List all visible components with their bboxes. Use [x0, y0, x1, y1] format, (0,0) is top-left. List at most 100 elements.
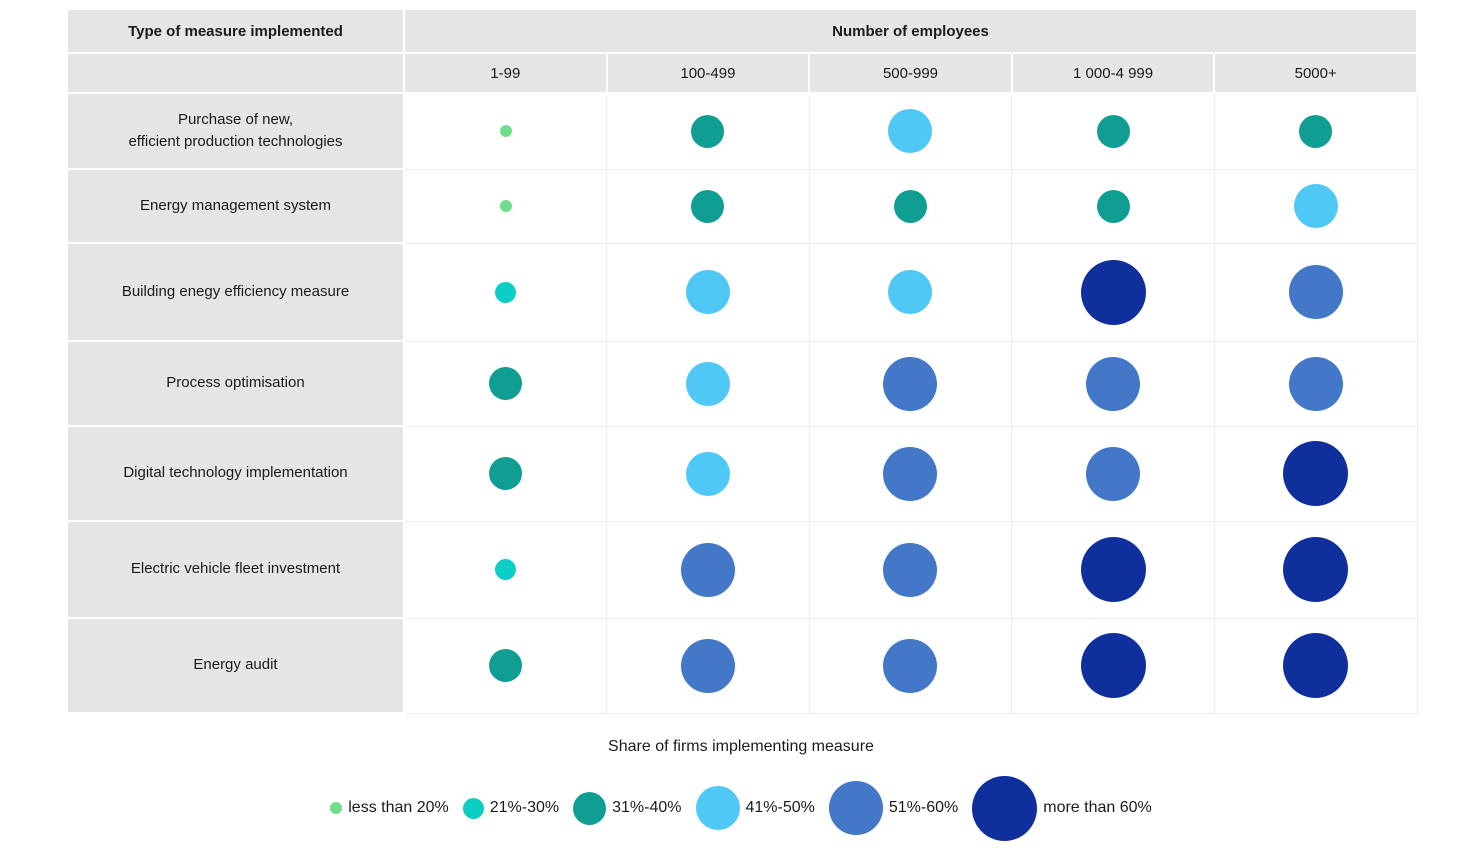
- matrix-cell-r5-c5: [1213, 425, 1418, 522]
- legend-label: 41%-50%: [745, 799, 815, 816]
- matrix-cell-r4-c4: [1011, 340, 1215, 427]
- table-row: Process optimisation: [66, 340, 1418, 427]
- bubble-mark: [883, 356, 938, 411]
- legend: Share of firms implementing measure less…: [66, 712, 1416, 846]
- bubble-mark: [883, 638, 938, 693]
- bubble-mark: [1283, 537, 1349, 602]
- table-row: Digital technology implementation: [66, 425, 1418, 522]
- bubble-mark: [883, 542, 938, 597]
- bubble-mark: [1080, 259, 1146, 325]
- legend-bubble-icon: [330, 802, 343, 814]
- bubble-mark: [1096, 114, 1130, 148]
- matrix-cell-r5-c3: [808, 425, 1013, 522]
- bubble-mark: [489, 367, 523, 400]
- bubble-mark: [883, 446, 938, 501]
- legend-item: more than 60%: [972, 775, 1152, 841]
- legend-item: 21%-30%: [462, 797, 560, 819]
- bubble-mark: [1080, 537, 1146, 602]
- matrix-cell-r4-c3: [808, 340, 1013, 427]
- matrix-cell-r2-c2: [606, 168, 810, 244]
- bubble-mark: [691, 189, 725, 223]
- matrix-cell-r5-c4: [1011, 425, 1215, 522]
- legend-bubble-icon: [695, 786, 740, 830]
- bubble-mark: [1086, 356, 1141, 411]
- legend-item: less than 20%: [330, 799, 449, 817]
- legend-items: less than 20% 21%-30% 31%-40% 41%-50% 51%-60…: [66, 770, 1416, 846]
- matrix-cell-r3-c2: [606, 242, 810, 342]
- legend-title: Share of firms implementing measure: [608, 738, 874, 755]
- matrix-cell-r5-c1: [403, 425, 608, 522]
- matrix-cell-r7-c3: [808, 617, 1013, 714]
- legend-label: less than 20%: [348, 799, 449, 816]
- table-row: Energy management system: [66, 168, 1418, 244]
- matrix-cell-r6-c4: [1011, 520, 1215, 619]
- column-header-5: 5000+: [1213, 52, 1419, 94]
- legend-item: 51%-60%: [828, 781, 958, 835]
- row-group-header: Type of measure implemented: [66, 8, 405, 54]
- legend-item: 41%-50%: [695, 786, 815, 830]
- bubble-mark: [893, 189, 927, 223]
- bubble-mark: [1293, 184, 1338, 228]
- column-group-header: Number of employees: [402, 8, 1419, 54]
- matrix-cell-r4-c1: [403, 340, 608, 427]
- matrix-cell-r4-c5: [1213, 340, 1418, 427]
- bubble-mark: [1299, 114, 1333, 148]
- legend-label: 21%-30%: [489, 799, 560, 816]
- legend-item: 31%-40%: [573, 791, 682, 825]
- row-label: Purchase of new, efficient production te…: [66, 92, 405, 170]
- column-header-1: 1-99: [403, 52, 608, 94]
- matrix-cell-r1-c5: [1213, 92, 1418, 170]
- matrix-cell-r6-c3: [808, 520, 1013, 619]
- matrix-cell-r7-c4: [1011, 617, 1215, 714]
- matrix-cell-r7-c2: [606, 617, 810, 714]
- measures-table: Type of measure implemented Number of em…: [66, 8, 1419, 714]
- bubble-mark: [1288, 265, 1343, 319]
- bubble-mark: [888, 270, 933, 314]
- bubble-mark: [1283, 633, 1349, 698]
- matrix-cell-r7-c5: [1213, 617, 1418, 714]
- matrix-cell-r1-c1: [403, 92, 608, 170]
- matrix-cell-r3-c1: [403, 242, 608, 342]
- bubble-mark: [685, 451, 730, 496]
- bubble-mark: [685, 361, 730, 406]
- matrix-cell-r1-c3: [808, 92, 1013, 170]
- bubble-mark: [489, 457, 523, 490]
- matrix-cell-r2-c4: [1011, 168, 1215, 244]
- bubble-mark: [680, 542, 735, 597]
- matrix-cell-r2-c1: [403, 168, 608, 244]
- matrix-cell-r3-c5: [1213, 242, 1418, 342]
- table-row: Purchase of new, efficient production te…: [66, 92, 1418, 170]
- legend-bubble-icon: [828, 781, 883, 835]
- column-header-3: 500-999: [808, 52, 1013, 94]
- bubble-mark: [495, 281, 517, 303]
- legend-label: more than 60%: [1043, 799, 1152, 816]
- bubble-mark: [1080, 633, 1146, 698]
- legend-bubble-icon: [972, 775, 1038, 841]
- bubble-mark: [499, 125, 512, 138]
- bubble-mark: [1283, 441, 1349, 506]
- table-row: Energy audit: [66, 617, 1418, 714]
- row-label: Process optimisation: [66, 340, 405, 427]
- bubble-mark: [680, 638, 735, 693]
- bubble-mark: [691, 114, 725, 148]
- bubble-mark: [499, 199, 512, 212]
- bubble-mark: [1096, 189, 1130, 223]
- matrix-cell-r2-c3: [808, 168, 1013, 244]
- matrix-cell-r3-c4: [1011, 242, 1215, 342]
- legend-label: 31%-40%: [612, 799, 682, 816]
- matrix-cell-r1-c2: [606, 92, 810, 170]
- legend-bubble-icon: [573, 791, 607, 825]
- row-label: Building enegy efficiency measure: [66, 242, 405, 342]
- matrix-cell-r1-c4: [1011, 92, 1215, 170]
- table-row: Electric vehicle fleet investment: [66, 520, 1418, 619]
- matrix-cell-r3-c3: [808, 242, 1013, 342]
- table-row: Building enegy efficiency measure: [66, 242, 1418, 342]
- matrix-cell-r7-c1: [403, 617, 608, 714]
- legend-bubble-icon: [462, 797, 484, 819]
- bubble-mark: [1288, 356, 1343, 411]
- row-label: Energy audit: [66, 617, 405, 714]
- bubble-mark: [888, 109, 933, 154]
- matrix-cell-r6-c5: [1213, 520, 1418, 619]
- matrix-cell-r2-c5: [1213, 168, 1418, 244]
